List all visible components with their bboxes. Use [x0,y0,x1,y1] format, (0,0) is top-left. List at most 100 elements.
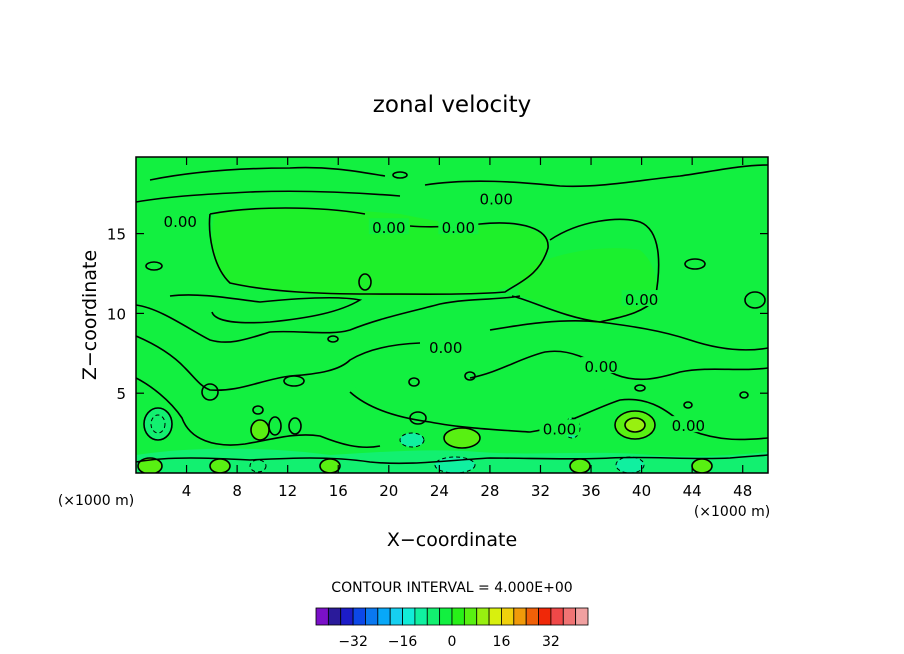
contour-line [136,190,401,203]
contour-line [327,335,339,343]
contour-label: 0.00 [543,420,576,438]
colorbar: −32 −16 0 16 32 [315,607,589,650]
x-tick-label: 12 [278,482,297,500]
contour-line [392,171,408,179]
colorbar-swatch [575,607,589,626]
y-tick-label: 10 [107,305,126,323]
contour-line [149,166,386,181]
contour-line [739,391,749,399]
colorbar-swatch [426,607,441,626]
contour-label-bg [160,211,201,228]
contour-label: 0.00 [672,417,705,435]
colorbar-tick-label: −32 [338,634,368,650]
contour-label: 0.00 [372,219,405,237]
contour-line [283,375,305,387]
contour-line [288,417,302,435]
colorbar-swatch [463,607,478,626]
contour-blob-10 [138,458,162,473]
x-tick-label: 20 [379,482,398,500]
contour-blob-3 [444,428,480,448]
chart-title: zonal velocity [373,92,531,118]
colorbar-tick-label: 16 [493,634,511,650]
x-unit-label-right: (×1000 m) [694,504,770,520]
colorbar-swatch [562,607,577,626]
contour-line [209,458,231,473]
x-tick-label: 48 [733,482,752,500]
contour-blob-6 [625,418,645,432]
contour-label: 0.00 [429,339,462,357]
colorbar-tick-label: 0 [448,634,457,650]
colorbar-swatch [538,607,552,626]
contour-label-bg [425,337,466,354]
contour-region-center [349,349,610,430]
colorbar-swatch [513,607,527,626]
contour-line [464,371,476,381]
x-unit-label-left: (×1000 m) [58,493,134,509]
contour-line [143,407,173,441]
contour-label: 0.00 [442,219,475,237]
colorbar-swatch [352,607,366,626]
colorbar-swatch [365,607,379,626]
contour-line [145,261,163,271]
negative-contour-line [434,456,476,473]
contour-line [409,411,427,425]
contour-label-bg [476,189,517,206]
x-tick-label: 16 [329,482,348,500]
contour-line [634,384,646,392]
colorbar-swatch [550,607,564,626]
contour-line [489,320,768,351]
contour-line [744,291,766,309]
plot-frame [135,156,769,474]
x-tick-label: 4 [182,482,192,500]
colorbar-swatch [327,607,342,626]
contour-line [137,457,163,473]
colorbar-swatch [488,607,502,626]
contour-label-bg [581,357,622,374]
contour-line [569,458,591,473]
contour-line [424,164,768,188]
colorbar-swatch [402,607,416,626]
contour-line [408,377,420,387]
colorbar-tick-label: −16 [388,634,418,650]
negative-contour-line [249,459,267,473]
contour-label-bg [438,218,479,235]
contour-blob-1 [144,408,172,440]
colorbar-swatch [414,607,428,626]
contour-line [136,335,421,392]
contour-label: 0.00 [625,291,658,309]
colorbar-swatch [389,607,403,626]
contour-line [319,458,341,473]
y-tick-label: 5 [116,385,126,403]
x-tick-label: 8 [232,482,242,500]
colorbar-swatch [525,607,539,626]
contour-label: 0.00 [584,358,617,376]
contour-line [136,377,381,449]
x-tick-label: 28 [480,482,499,500]
negative-contour-line [615,456,645,473]
contour-blob-14 [692,459,712,473]
contour-label: 0.00 [164,213,197,231]
contour-line [684,258,706,270]
contour-blob-12 [320,459,340,473]
contour-blob-8 [616,457,644,473]
contour-labels: 0.00 0.00 0.00 0.00 0.00 0.00 0.00 0.00 0.00 [160,189,709,438]
x-tick-label: 44 [683,482,702,500]
y-tick-label: 15 [107,226,126,244]
contour-blob-2 [251,420,269,440]
contour-blob-13 [570,459,590,473]
contour-line [250,419,270,441]
contour-line [136,454,768,465]
contour-line [201,383,219,401]
colorbar-swatch [476,607,490,626]
colorbar-swatch [340,607,354,626]
colorbar-swatch [451,607,465,626]
contour-line [208,207,549,295]
colorbar-swatch [377,607,391,626]
contour-line [169,294,363,324]
x-axis-label: X−coordinate [387,529,517,551]
negative-contour-line [399,432,425,448]
contour-label-bg [368,218,409,235]
contour-label-bg [539,419,580,436]
contour-line [614,410,656,440]
